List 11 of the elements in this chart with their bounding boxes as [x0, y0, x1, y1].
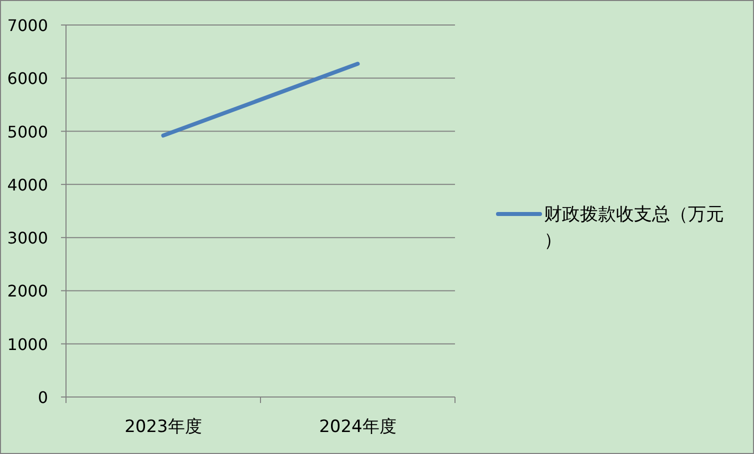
x-tick-label: 2023年度: [124, 417, 202, 437]
y-tick-label: 1000: [7, 334, 48, 354]
y-tick-label: 2000: [7, 282, 48, 301]
x-tick-label: 2024年度: [319, 417, 396, 437]
y-tick-label: 4000: [7, 175, 48, 194]
y-tick-label: 6000: [7, 69, 48, 88]
y-tick-label: 7000: [7, 16, 48, 35]
y-tick-label: 3000: [7, 228, 48, 248]
y-tick-label: 0: [38, 388, 48, 407]
y-tick-label: 5000: [7, 122, 48, 142]
legend-label: 财政拨款收支总（万元）: [544, 204, 724, 251]
